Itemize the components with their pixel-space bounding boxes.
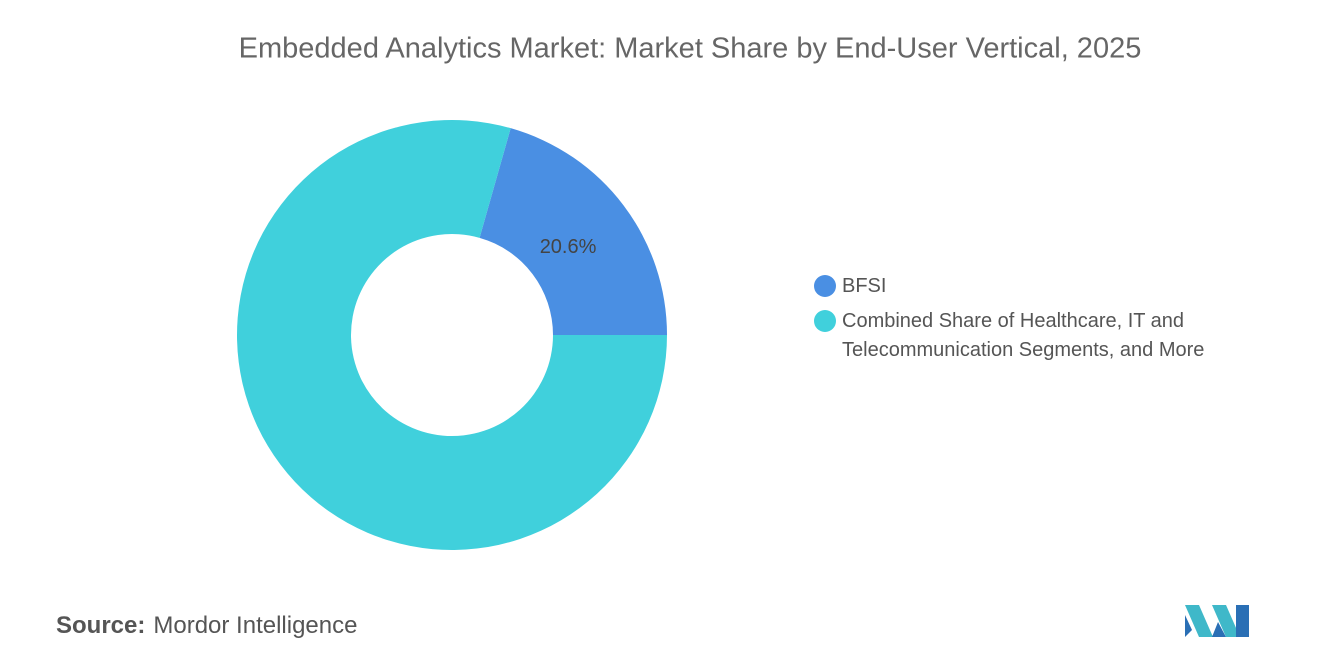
legend-swatch: [814, 310, 836, 332]
legend-label: Combined Share of Healthcare, IT and Tel…: [842, 310, 1205, 361]
source-text: Mordor Intelligence: [153, 612, 358, 639]
logo: [1185, 605, 1249, 637]
source: Source: Mordor Intelligence: [56, 612, 357, 640]
legend-item: Combined Share of Healthcare, IT and Tel…: [814, 307, 1254, 365]
legend-swatch: [814, 275, 836, 297]
slice: [479, 128, 667, 335]
data-label: 20.6%: [540, 236, 597, 258]
legend-item: BFSI: [814, 272, 1254, 301]
legend-label: BFSI: [842, 275, 887, 297]
chart-title: Embedded Analytics Market: Market Share …: [239, 33, 1142, 65]
source-label: Source:: [56, 612, 146, 639]
slice: [236, 119, 667, 550]
legend: BFSI Combined Share of Healthcare, IT and…: [814, 272, 1254, 371]
